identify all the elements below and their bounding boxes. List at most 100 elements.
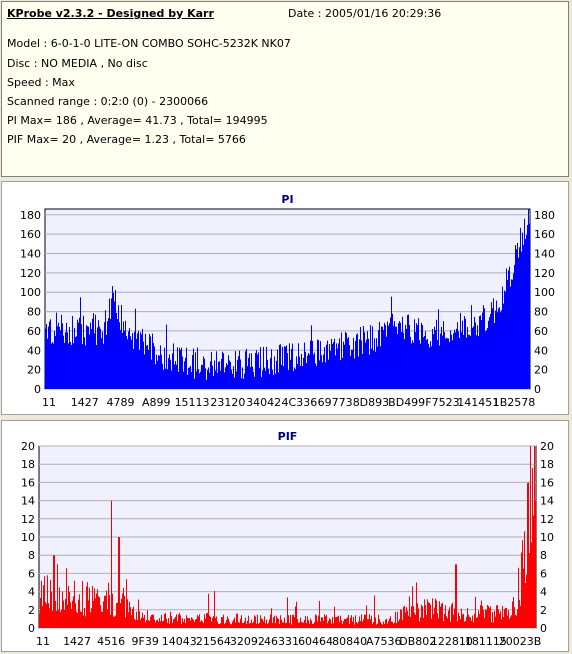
bar (48, 326, 49, 389)
bar (216, 351, 217, 389)
bar (377, 346, 378, 389)
bar (437, 340, 438, 389)
bar (306, 622, 307, 628)
bar (335, 617, 336, 628)
bar (180, 615, 181, 628)
bar (83, 615, 84, 628)
bar (432, 598, 433, 628)
bar (442, 602, 443, 628)
bar (111, 298, 112, 389)
bar (41, 580, 42, 628)
bar (475, 322, 476, 389)
bar (282, 346, 283, 389)
x-tick-label: BD499 (388, 396, 425, 409)
bar (269, 619, 270, 628)
bar (55, 600, 56, 628)
bar (365, 614, 366, 628)
bar (308, 620, 309, 628)
bar (53, 343, 54, 389)
bar (127, 599, 128, 628)
bar (355, 340, 356, 389)
bar (517, 609, 518, 628)
bar (492, 308, 493, 389)
bar (447, 618, 448, 628)
x-tick-label: 69773 (318, 396, 353, 409)
bar (210, 361, 211, 389)
bar (339, 338, 340, 389)
bar (412, 586, 413, 628)
bar (310, 618, 311, 628)
x-tick-label: 60464 (298, 635, 333, 648)
bar (59, 587, 60, 628)
bar (469, 616, 470, 628)
bar (375, 617, 376, 628)
bar (267, 624, 268, 628)
bar (190, 365, 191, 389)
bar (471, 620, 472, 628)
bar (300, 365, 301, 389)
bar (320, 341, 321, 389)
bar (186, 347, 187, 389)
bar (413, 342, 414, 389)
bar (131, 339, 132, 389)
bar (309, 623, 310, 628)
bar (382, 326, 383, 389)
bar (423, 618, 424, 628)
bar (404, 605, 405, 628)
bar (268, 368, 269, 389)
bar (245, 351, 246, 389)
bar (491, 622, 492, 628)
bar (535, 500, 536, 628)
bar (376, 338, 377, 389)
bar (520, 227, 521, 389)
bar (493, 298, 494, 389)
bar (173, 619, 174, 628)
bar (153, 614, 154, 628)
bar (262, 619, 263, 628)
bar (468, 614, 469, 628)
bar (301, 353, 302, 389)
bar (417, 603, 418, 628)
bar (133, 606, 134, 628)
bar (416, 582, 417, 628)
bar (72, 316, 73, 389)
bar (327, 340, 328, 389)
bar (114, 616, 115, 628)
bar (63, 600, 64, 628)
x-tick-label: 23120 (210, 396, 245, 409)
bar (188, 618, 189, 628)
bar (245, 617, 246, 628)
bar (121, 598, 122, 628)
bar (307, 616, 308, 628)
bar (241, 615, 242, 628)
bar (74, 580, 75, 628)
bar (64, 342, 65, 389)
bar (180, 349, 181, 389)
bar (362, 353, 363, 389)
bar (301, 621, 302, 628)
bar (284, 617, 285, 628)
bar (292, 614, 293, 628)
bar (101, 611, 102, 628)
bar (173, 343, 174, 389)
bar (105, 595, 106, 628)
bar (386, 618, 387, 628)
bar (96, 593, 97, 628)
y-tick-label-left: 120 (20, 267, 41, 280)
bar (324, 614, 325, 628)
bar (360, 327, 361, 389)
bar (57, 326, 58, 389)
bar (291, 348, 292, 389)
bar (147, 344, 148, 389)
bar (194, 621, 195, 628)
bar (428, 602, 429, 628)
bar (77, 319, 78, 389)
bar (353, 616, 354, 628)
bar (376, 624, 377, 628)
bar (280, 344, 281, 389)
bar (115, 290, 116, 389)
bar (197, 615, 198, 628)
bar (109, 595, 110, 628)
bar (427, 338, 428, 389)
bar (221, 359, 222, 389)
